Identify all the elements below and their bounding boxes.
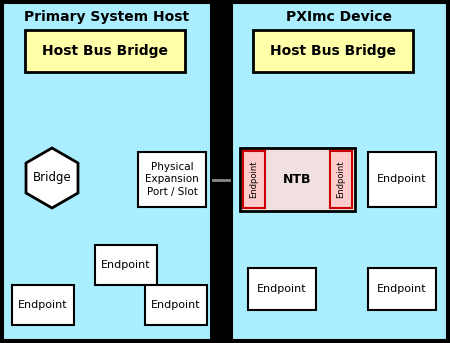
- Text: Host Bus Bridge: Host Bus Bridge: [42, 44, 168, 58]
- Text: Endpoint: Endpoint: [249, 161, 258, 198]
- Text: Endpoint: Endpoint: [101, 260, 151, 270]
- Text: Endpoint: Endpoint: [18, 300, 68, 310]
- Bar: [25, 30, 185, 72]
- Bar: [253, 30, 413, 72]
- Text: Endpoint: Endpoint: [377, 175, 427, 185]
- Bar: [3, 3, 211, 340]
- Text: NTB: NTB: [283, 173, 312, 186]
- Bar: [240, 148, 355, 211]
- Bar: [248, 268, 316, 310]
- Text: Endpoint: Endpoint: [257, 284, 307, 294]
- Text: PXImc Device: PXImc Device: [287, 10, 392, 24]
- Text: Endpoint: Endpoint: [337, 161, 346, 198]
- Text: Host Bus Bridge: Host Bus Bridge: [270, 44, 396, 58]
- Bar: [368, 152, 436, 207]
- Bar: [138, 152, 206, 207]
- Bar: [330, 151, 352, 208]
- Bar: [243, 151, 265, 208]
- Bar: [145, 285, 207, 325]
- Text: Endpoint: Endpoint: [377, 284, 427, 294]
- Bar: [368, 268, 436, 310]
- Bar: [12, 285, 74, 325]
- Bar: [95, 245, 157, 285]
- Polygon shape: [26, 148, 78, 208]
- Text: Bridge: Bridge: [32, 172, 72, 185]
- Text: Primary System Host: Primary System Host: [24, 10, 189, 24]
- Text: Physical
Expansion
Port / Slot: Physical Expansion Port / Slot: [145, 162, 199, 197]
- Text: Endpoint: Endpoint: [151, 300, 201, 310]
- Bar: [232, 3, 447, 340]
